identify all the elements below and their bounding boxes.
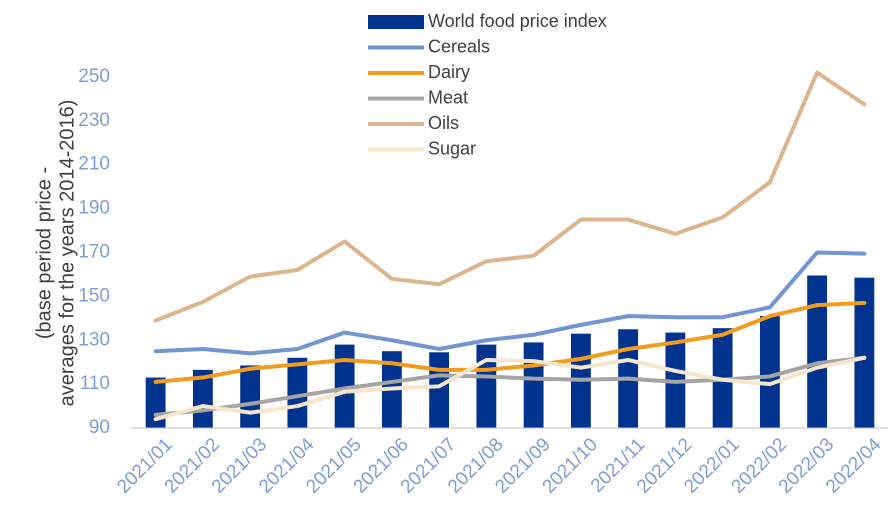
bar bbox=[476, 344, 497, 428]
legend-label: Cereals bbox=[428, 36, 490, 56]
y-tick-label: 170 bbox=[78, 241, 110, 262]
bar bbox=[807, 275, 828, 428]
y-axis-label: (base period price - bbox=[33, 167, 55, 339]
legend-label: Dairy bbox=[428, 62, 470, 82]
y-tick-label: 250 bbox=[78, 66, 110, 87]
line bbox=[153, 300, 867, 384]
line bbox=[153, 70, 867, 323]
y-tick-label: 130 bbox=[78, 329, 110, 350]
legend-swatch bbox=[368, 15, 424, 29]
y-tick-label: 90 bbox=[89, 417, 110, 438]
bar bbox=[523, 342, 544, 428]
legend-label: Meat bbox=[428, 87, 468, 107]
bar bbox=[240, 365, 261, 428]
legend-label: World food price index bbox=[428, 11, 607, 31]
bar bbox=[759, 316, 780, 428]
y-tick-label: 110 bbox=[80, 373, 110, 394]
y-axis-label: averages for the years 2014-2016) bbox=[56, 100, 78, 407]
legend-label: Sugar bbox=[428, 138, 476, 158]
y-tick-label: 150 bbox=[78, 285, 110, 306]
bar bbox=[854, 277, 875, 428]
line bbox=[153, 355, 867, 417]
y-tick-label: 230 bbox=[78, 110, 110, 131]
bar bbox=[287, 357, 308, 428]
y-tick-label: 210 bbox=[78, 154, 110, 175]
line bbox=[153, 250, 867, 356]
legend-label: Oils bbox=[428, 113, 459, 133]
bar bbox=[429, 352, 450, 428]
bar bbox=[192, 369, 213, 428]
bar bbox=[334, 344, 355, 428]
y-tick-label: 190 bbox=[78, 198, 110, 219]
line bbox=[153, 355, 867, 422]
